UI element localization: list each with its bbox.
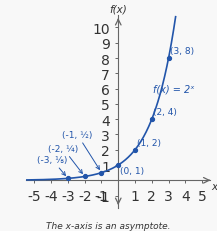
Text: x: x	[211, 181, 217, 191]
Text: f(x): f(x)	[109, 5, 127, 15]
Text: (1, 2): (1, 2)	[137, 139, 161, 148]
Text: (2, 4): (2, 4)	[153, 108, 177, 117]
Text: (-3, ⅛): (-3, ⅛)	[37, 155, 67, 176]
Text: The x-axis is an asymptote.: The x-axis is an asymptote.	[46, 221, 171, 230]
Text: (-1, ½): (-1, ½)	[62, 130, 99, 170]
Text: (-2, ¼): (-2, ¼)	[48, 144, 82, 174]
Text: (0, 1): (0, 1)	[120, 166, 144, 175]
Text: f(x) = 2ˣ: f(x) = 2ˣ	[153, 84, 194, 94]
Text: (3, 8): (3, 8)	[170, 47, 194, 56]
